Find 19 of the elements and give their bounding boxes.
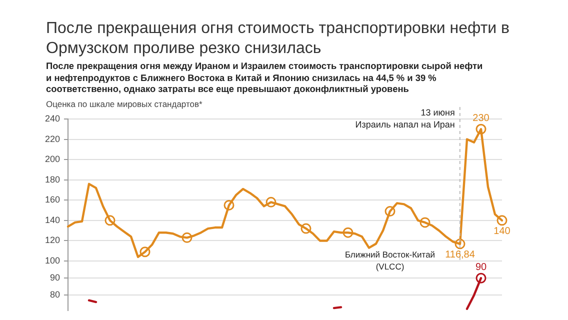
y-tick-label: 220 [44, 134, 60, 144]
y-tick-label: 200 [44, 154, 60, 164]
chart-title: После прекращения огня стоимость транспортировки нефти в Ормузском проливе резко снизилась [46, 19, 511, 59]
y-tick-label: 120 [44, 235, 60, 246]
data-label: 140 [494, 226, 511, 238]
y-tick-label: 240 [44, 113, 60, 124]
y-tick-label: 180 [44, 174, 60, 184]
data-label: 230 [472, 112, 490, 124]
y-tick-label: 140 [44, 214, 60, 225]
y-tick-label: 80 [50, 290, 60, 300]
annotation: 13 июня Израиль напал на Иран [355, 107, 456, 130]
series-label: Ближний Восток-Китай (VLCC) [344, 250, 436, 272]
y-axis-title: Оценка по шкале мировых стандартов* [46, 99, 202, 109]
data-label: 116,84 [445, 250, 476, 261]
data-label: 90 [475, 262, 487, 273]
y-tick-label: 100 [44, 255, 60, 266]
chart-subtitle: После прекращения огня между Ираном и Израилем стоимость транспортировки сырой нефти и нефтепродуктов с Ближнего Востока в Китай и Японию снизилась на 44,5 % и 39 % соответственно, однако затраты все еще превышают доконфликтный уровень [46, 61, 484, 96]
y-tick-label: 160 [44, 194, 60, 205]
y-tick-label: 90 [50, 272, 60, 283]
